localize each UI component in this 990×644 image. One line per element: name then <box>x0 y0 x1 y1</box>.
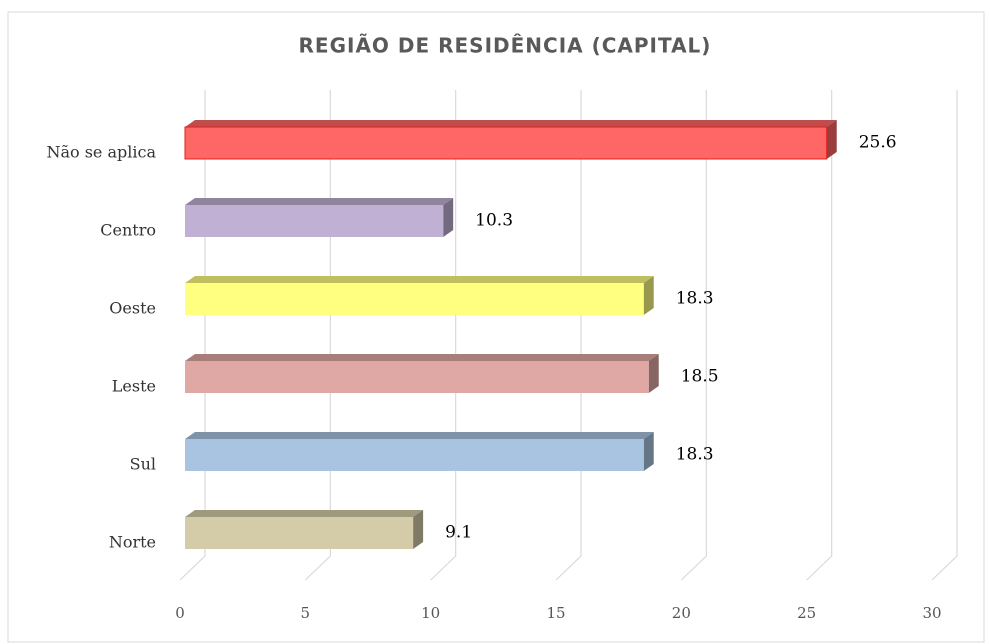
data-label: 18.3 <box>676 289 714 309</box>
grid-line <box>680 90 707 581</box>
bar-face <box>185 276 654 283</box>
x-tick-label: 10 <box>421 604 440 622</box>
x-tick-label: 30 <box>922 604 941 622</box>
bar-face <box>443 198 454 237</box>
grid-line <box>179 90 206 581</box>
data-label: 9.1 <box>445 523 472 543</box>
bar-face <box>648 354 659 393</box>
bar-face <box>185 432 654 439</box>
data-label: 10.3 <box>475 211 513 231</box>
grid-line <box>806 90 833 581</box>
x-tick-label: 5 <box>301 604 311 622</box>
grid-line <box>304 90 331 581</box>
data-label: 18.5 <box>681 367 719 387</box>
bar-face <box>185 439 644 471</box>
grid-line <box>555 90 582 581</box>
bar-face <box>185 205 444 237</box>
data-label: 25.6 <box>859 133 897 153</box>
bar-face <box>185 198 454 205</box>
bar-face <box>413 510 424 549</box>
grid-line <box>430 90 457 581</box>
y-tick-label: Leste <box>112 377 156 396</box>
x-tick-label: 15 <box>546 604 565 622</box>
bar-face <box>185 283 644 315</box>
data-label: 18.3 <box>676 445 714 465</box>
bar-face <box>643 276 654 315</box>
bar-face <box>185 361 649 393</box>
y-tick-label: Não se aplica <box>46 143 156 162</box>
y-tick-label: Sul <box>130 455 156 474</box>
bar <box>185 276 654 315</box>
chart-border <box>7 11 985 643</box>
x-tick-label: 20 <box>672 604 691 622</box>
bar <box>185 510 424 549</box>
bar-face <box>185 120 837 127</box>
grid-line <box>931 90 958 581</box>
bar <box>185 354 659 393</box>
x-tick-label: 0 <box>175 604 185 622</box>
x-tick-label: 25 <box>797 604 816 622</box>
bar-face <box>643 432 654 471</box>
bar-face <box>826 120 837 159</box>
bar-face <box>185 354 659 361</box>
chart-title: REGIÃO DE RESIDÊNCIA (CAPITAL) <box>299 34 712 58</box>
bar <box>185 432 654 471</box>
y-tick-label: Centro <box>100 221 156 240</box>
bar-face <box>184 126 828 160</box>
bar <box>185 198 454 237</box>
bar <box>184 120 837 160</box>
bar-face <box>185 510 424 517</box>
y-tick-label: Oeste <box>109 299 156 318</box>
y-tick-label: Norte <box>109 533 156 552</box>
bar-face <box>185 517 414 549</box>
